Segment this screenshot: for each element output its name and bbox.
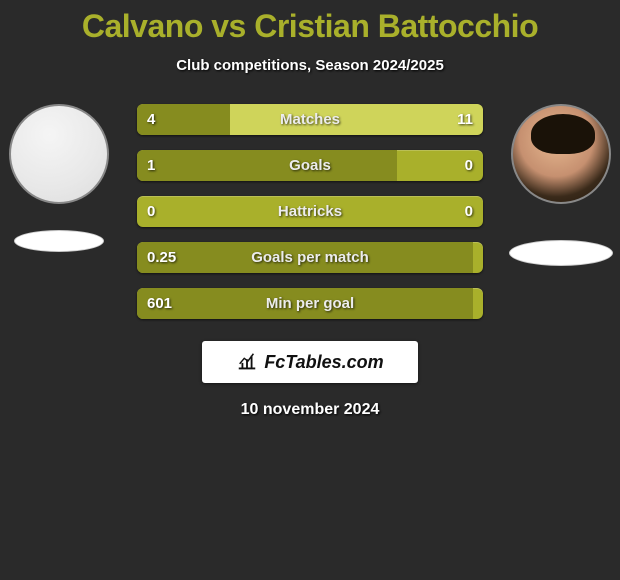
player1-panel	[4, 104, 114, 252]
player1-avatar	[9, 104, 109, 204]
stat-label: Goals per match	[137, 242, 483, 273]
player2-avatar	[511, 104, 611, 204]
player1-flag	[14, 230, 104, 252]
stat-label: Min per goal	[137, 288, 483, 319]
stat-value-right: 11	[457, 104, 473, 135]
stat-row: Matches4 11	[137, 104, 483, 135]
stat-bars: Matches411Goals10Hattricks00Goals per ma…	[137, 104, 483, 319]
stat-value-left: 0.25	[147, 242, 176, 273]
stat-label: Hattricks	[137, 196, 483, 227]
comparison-title: Calvano vs Cristian Battocchio	[0, 0, 620, 45]
stat-value-left: 0	[147, 196, 155, 227]
stat-value-right: 0	[465, 196, 473, 227]
stat-value-right: 0	[465, 150, 473, 181]
stat-row: Goals1 0	[137, 150, 483, 181]
stat-label: Matches	[137, 104, 483, 135]
subtitle: Club competitions, Season 2024/2025	[0, 57, 620, 74]
player2-panel	[506, 104, 616, 266]
player2-flag	[509, 240, 613, 266]
comparison-stage: Matches411Goals10Hattricks00Goals per ma…	[0, 104, 620, 319]
player2-name: Cristian Battocchio	[254, 8, 538, 44]
brand-text: FcTables.com	[264, 352, 383, 373]
player1-name: Calvano	[82, 8, 203, 44]
stat-row: Hattricks0 0	[137, 196, 483, 227]
chart-icon	[236, 351, 258, 373]
vs-label: vs	[211, 8, 246, 44]
stat-value-left: 601	[147, 288, 172, 319]
stat-row: Goals per match0.25	[137, 242, 483, 273]
brand-badge: FcTables.com	[202, 341, 418, 383]
stat-value-left: 4	[147, 104, 155, 135]
stat-label: Goals	[137, 150, 483, 181]
stat-value-left: 1	[147, 150, 155, 181]
stat-row: Min per goal601	[137, 288, 483, 319]
snapshot-date: 10 november 2024	[0, 401, 620, 419]
